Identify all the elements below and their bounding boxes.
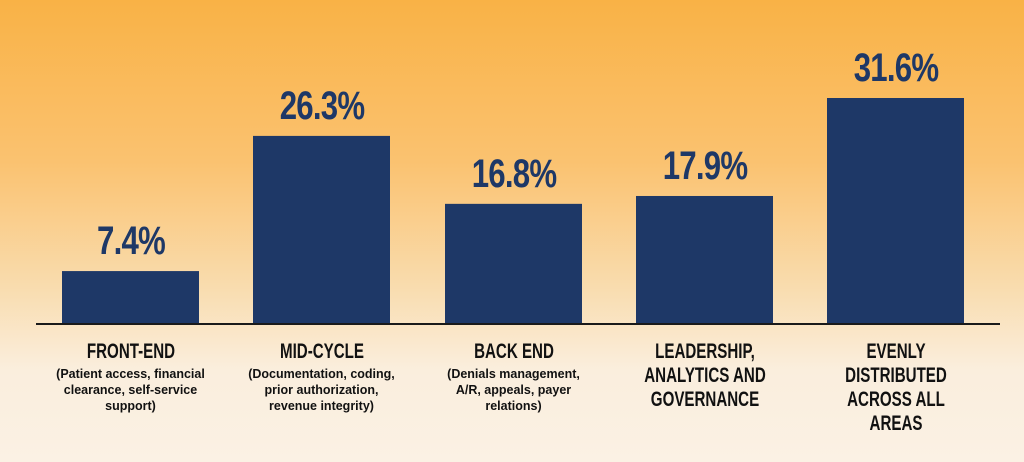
- category-subtitle: (Patient access, financial clearance, se…: [56, 367, 205, 413]
- category-title: FRONT-END: [86, 340, 175, 363]
- bar-3: [445, 203, 582, 324]
- category-label: EVENLY DISTRIBUTED ACROSS ALL AREAS: [796, 340, 996, 436]
- data-label: 31.6%: [853, 46, 938, 90]
- bar-2: [253, 135, 390, 324]
- bar-4: [636, 195, 773, 324]
- category-label: MID-CYCLE (Documentation, coding, prior a…: [222, 340, 422, 414]
- bar-5: [827, 98, 964, 324]
- bar-1: [62, 271, 199, 324]
- category-label: FRONT-END (Patient access, financial clea…: [31, 340, 231, 414]
- category-label: BACK END (Denials management, A/R, appeal…: [414, 340, 614, 414]
- category-label: LEADERSHIP, ANALYTICS AND GOVERNANCE: [605, 340, 805, 412]
- category-title: MID-CYCLE: [279, 340, 364, 363]
- data-label: 26.3%: [279, 83, 364, 128]
- category-title: LEADERSHIP, ANALYTICS AND GOVERNANCE: [643, 340, 766, 411]
- data-label: 7.4%: [96, 219, 165, 264]
- category-title: EVENLY DISTRIBUTED ACROSS ALL AREAS: [844, 340, 947, 435]
- category-subtitle: (Denials management, A/R, appeals, payer…: [447, 367, 580, 413]
- category-title: BACK END: [473, 340, 554, 363]
- category-subtitle: (Documentation, coding, prior authorizat…: [248, 367, 395, 413]
- data-label: 17.9%: [662, 143, 747, 188]
- data-label: 16.8%: [471, 151, 556, 196]
